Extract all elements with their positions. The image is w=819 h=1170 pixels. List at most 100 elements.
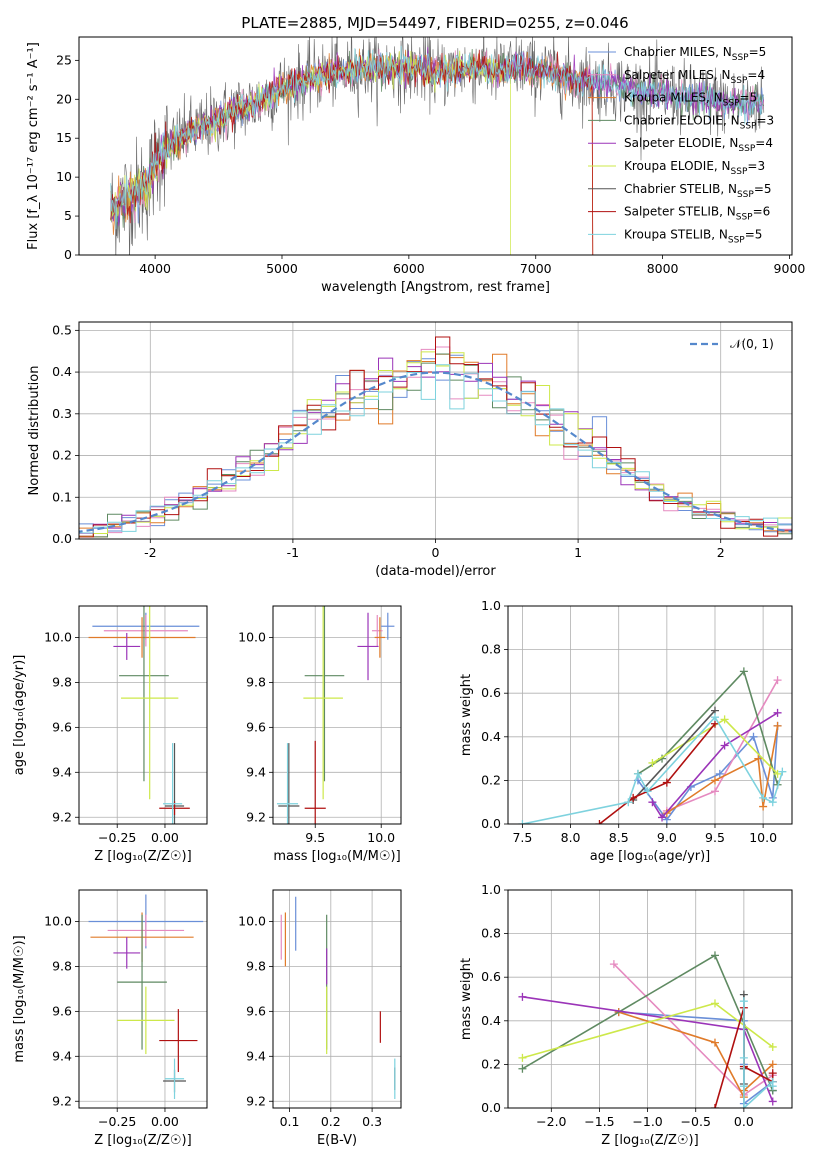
weight-point-marker xyxy=(518,820,527,824)
y-tick-label: 0.2 xyxy=(481,1056,501,1071)
weight-point-marker xyxy=(739,997,748,1006)
x-tick-label: 10.0 xyxy=(367,830,395,845)
weight-point-marker xyxy=(518,1064,527,1073)
y-tick-label: 10.0 xyxy=(238,629,266,644)
x-tick-label: 0.00 xyxy=(151,830,179,845)
weight-point-marker xyxy=(754,754,763,763)
y-axis-label: age [log₁₀(age/yr)] xyxy=(12,655,27,776)
y-tick-label: 20 xyxy=(56,91,72,106)
x-tick-label: 4000 xyxy=(139,261,171,276)
weight-point-marker xyxy=(768,798,777,807)
weight-point-marker xyxy=(710,1038,719,1047)
x-tick-label: 7.5 xyxy=(512,830,532,845)
x-tick-label: 2 xyxy=(717,545,725,560)
panel-mass-vs-Z: −0.25 0.00 9.2 9.4 9.6 9.8 10.0 Z [log₁₀(Z/Z☉)]… xyxy=(12,889,208,1148)
y-tick-label: 0.4 xyxy=(481,729,501,744)
y-axis-label: Flux [f_λ 10⁻¹⁷ erg cm⁻² s⁻¹ A⁻¹] xyxy=(26,42,41,250)
x-tick-label: 8000 xyxy=(647,261,679,276)
y-tick-label: 0 xyxy=(64,247,72,262)
y-tick-label: 0.5 xyxy=(52,322,72,337)
x-tick-label: 8.5 xyxy=(609,830,629,845)
x-tick-label: −0.25 xyxy=(98,1114,136,1129)
plot-area xyxy=(280,896,396,1100)
y-tick-label: 9.8 xyxy=(246,674,266,689)
weight-series-line xyxy=(522,715,784,824)
x-tick-label: 0 xyxy=(432,545,440,560)
y-tick-label: 0.8 xyxy=(481,926,501,941)
x-axis-label: mass [log₁₀(M/M☉)] xyxy=(273,849,400,864)
x-tick-label: 10.0 xyxy=(749,830,777,845)
x-tick-label: 1 xyxy=(574,545,582,560)
x-tick-label: 0.00 xyxy=(151,1114,179,1129)
x-tick-label: -1 xyxy=(287,545,299,560)
panel-mass-weight-vs-age: 7.5 8.0 8.5 9.0 9.5 10.0 0.0 0.2 0.4 0.6 0.8 1.0 age… xyxy=(459,598,793,864)
plot-area xyxy=(276,606,395,824)
weight-point-marker xyxy=(759,802,768,811)
x-tick-label: −2.0 xyxy=(536,1114,566,1129)
y-tick-label: 0.0 xyxy=(481,1100,501,1115)
y-tick-label: 10 xyxy=(56,169,72,184)
legend-entry: Kroupa MILES, NSSP=5 xyxy=(624,91,757,109)
x-tick-label: 9.5 xyxy=(305,830,325,845)
weight-point-marker xyxy=(768,1060,777,1069)
weight-point-marker xyxy=(710,776,719,785)
y-tick-label: 9.2 xyxy=(52,1093,72,1108)
y-tick-label: 9.6 xyxy=(52,1003,72,1018)
y-tick-label: 10.0 xyxy=(44,913,72,928)
axes-frame xyxy=(272,605,402,825)
legend-entry: Salpeter ELODIE, NSSP=4 xyxy=(624,136,773,154)
y-tick-label: 10.0 xyxy=(44,629,72,644)
normal-curve xyxy=(79,371,792,533)
x-axis-label: Z [log₁₀(Z/Z☉)] xyxy=(94,1133,191,1148)
y-tick-label: 0.3 xyxy=(52,406,72,421)
y-tick-label: 9.2 xyxy=(52,809,72,824)
axes-frame xyxy=(507,889,793,1109)
x-axis-label: Z [log₁₀(Z/Z☉)] xyxy=(94,849,191,864)
spectrum-series-line xyxy=(110,45,764,230)
weight-point-marker xyxy=(518,1053,527,1062)
x-tick-label: −1.0 xyxy=(632,1114,662,1129)
x-tick-label: 9000 xyxy=(774,261,806,276)
weight-point-marker xyxy=(710,787,719,796)
panel-mass-vs-ebv: 0.1 0.2 0.3 9.2 9.4 9.6 9.8 10.0 E(B-V) xyxy=(238,889,402,1148)
weight-point-marker xyxy=(643,787,652,796)
x-tick-label: 9.5 xyxy=(705,830,725,845)
plot-area xyxy=(88,894,204,1100)
weight-point-marker xyxy=(518,992,527,1001)
x-tick-label: 0.2 xyxy=(321,1114,341,1129)
y-tick-label: 5 xyxy=(64,208,72,223)
y-tick-label: 9.2 xyxy=(246,1093,266,1108)
weight-point-marker xyxy=(739,1104,748,1108)
axes-frame xyxy=(78,605,208,825)
y-tick-label: 1.0 xyxy=(481,882,501,897)
weight-point-marker xyxy=(648,798,657,807)
x-tick-label: -2 xyxy=(144,545,156,560)
weight-point-marker xyxy=(773,708,782,717)
weight-point-marker xyxy=(710,713,719,722)
weight-point-marker xyxy=(715,769,724,778)
x-tick-label: 7000 xyxy=(520,261,552,276)
weight-point-marker xyxy=(739,667,748,676)
axes-frame xyxy=(78,36,793,256)
weight-point-marker xyxy=(624,798,633,807)
y-tick-label: 9.2 xyxy=(246,809,266,824)
x-axis-label: Z [log₁₀(Z/Z☉)] xyxy=(601,1133,698,1148)
y-axis-label: mass weight xyxy=(459,674,474,756)
y-tick-label: 9.8 xyxy=(246,958,266,973)
y-axis-label: mass weight xyxy=(459,958,474,1040)
plot-area xyxy=(110,37,765,255)
weight-series-line xyxy=(632,710,716,801)
legend-entry: Chabrier STELIB, NSSP=5 xyxy=(624,182,772,200)
weight-point-marker xyxy=(739,1053,748,1062)
weight-series-line xyxy=(637,669,779,786)
panel-age-vs-Z: −0.25 0.00 9.2 9.4 9.6 9.8 10.0 Z [log₁₀(Z/Z☉)]… xyxy=(12,605,208,864)
axes-frame xyxy=(78,889,208,1109)
plot-area xyxy=(518,951,777,1108)
weight-point-marker xyxy=(773,769,782,778)
y-tick-label: 9.4 xyxy=(52,1048,72,1063)
legend-entry: Salpeter STELIB, NSSP=6 xyxy=(624,205,770,223)
y-tick-label: 0.4 xyxy=(481,1013,501,1028)
y-tick-label: 9.4 xyxy=(246,764,266,779)
legend-entry: Chabrier MILES, NSSP=5 xyxy=(624,45,766,63)
